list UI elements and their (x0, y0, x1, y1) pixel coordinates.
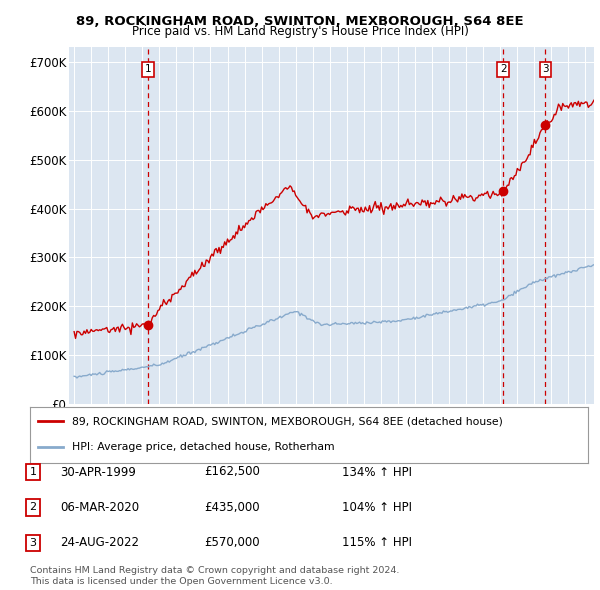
Text: 30-APR-1999: 30-APR-1999 (60, 466, 136, 478)
Text: 06-MAR-2020: 06-MAR-2020 (60, 501, 139, 514)
Text: 24-AUG-2022: 24-AUG-2022 (60, 536, 139, 549)
Text: 115% ↑ HPI: 115% ↑ HPI (342, 536, 412, 549)
Text: 2: 2 (29, 503, 37, 512)
Text: HPI: Average price, detached house, Rotherham: HPI: Average price, detached house, Roth… (72, 442, 334, 453)
Text: £570,000: £570,000 (204, 536, 260, 549)
Text: Price paid vs. HM Land Registry's House Price Index (HPI): Price paid vs. HM Land Registry's House … (131, 25, 469, 38)
Text: 3: 3 (29, 538, 37, 548)
Text: £435,000: £435,000 (204, 501, 260, 514)
Text: £162,500: £162,500 (204, 466, 260, 478)
Text: 89, ROCKINGHAM ROAD, SWINTON, MEXBOROUGH, S64 8EE: 89, ROCKINGHAM ROAD, SWINTON, MEXBOROUGH… (76, 15, 524, 28)
Text: 3: 3 (542, 64, 549, 74)
Text: 1: 1 (29, 467, 37, 477)
Text: 104% ↑ HPI: 104% ↑ HPI (342, 501, 412, 514)
Text: Contains HM Land Registry data © Crown copyright and database right 2024.: Contains HM Land Registry data © Crown c… (30, 566, 400, 575)
Text: 2: 2 (500, 64, 506, 74)
Text: This data is licensed under the Open Government Licence v3.0.: This data is licensed under the Open Gov… (30, 577, 332, 586)
Text: 1: 1 (145, 64, 151, 74)
Text: 89, ROCKINGHAM ROAD, SWINTON, MEXBOROUGH, S64 8EE (detached house): 89, ROCKINGHAM ROAD, SWINTON, MEXBOROUGH… (72, 416, 503, 426)
Text: 134% ↑ HPI: 134% ↑ HPI (342, 466, 412, 478)
